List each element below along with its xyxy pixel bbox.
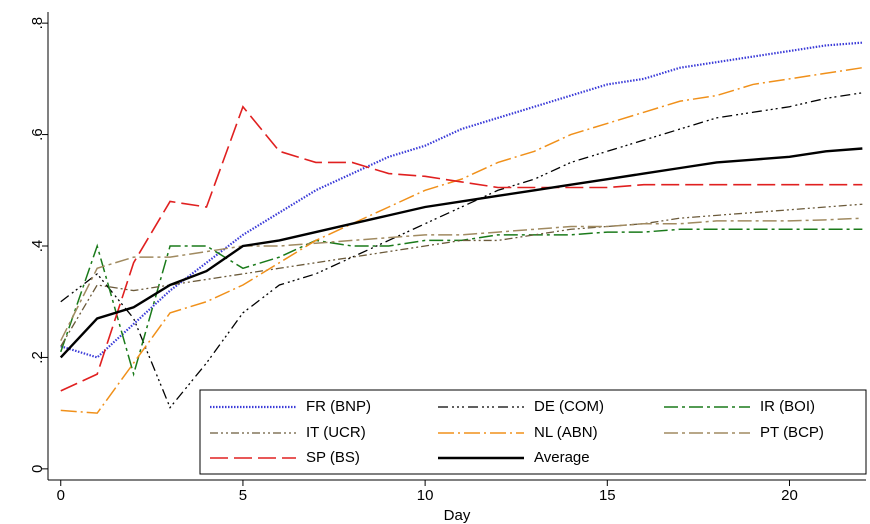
x-tick-label: 20 [781, 487, 798, 504]
x-tick-label: 0 [57, 487, 65, 504]
legend-label: IT (UCR) [306, 424, 366, 441]
series-line [60, 92, 863, 409]
y-tick-label: .4 [29, 240, 46, 253]
x-tick-label: 5 [239, 487, 247, 504]
series-line [60, 66, 863, 414]
legend-label: PT (BCP) [760, 424, 824, 441]
x-tick-label: 10 [417, 487, 434, 504]
x-axis-label: Day [444, 507, 471, 524]
legend-label: Average [534, 449, 590, 466]
y-tick-label: .8 [29, 17, 46, 30]
series-line [60, 203, 863, 347]
legend-label: NL (ABN) [534, 424, 598, 441]
series-line [60, 105, 863, 392]
x-tick-label: 15 [599, 487, 616, 504]
legend-label: FR (BNP) [306, 398, 371, 415]
legend-label: IR (BOI) [760, 398, 815, 415]
y-tick-label: .6 [29, 128, 46, 141]
legend-box [199, 389, 867, 475]
legend-label: SP (BS) [306, 449, 360, 466]
series-line [60, 228, 863, 377]
legend-label: DE (COM) [534, 398, 604, 415]
series-line [60, 217, 863, 342]
series-line [59, 147, 863, 359]
y-tick-label: 0 [29, 465, 46, 473]
y-tick-label: .2 [29, 351, 46, 364]
